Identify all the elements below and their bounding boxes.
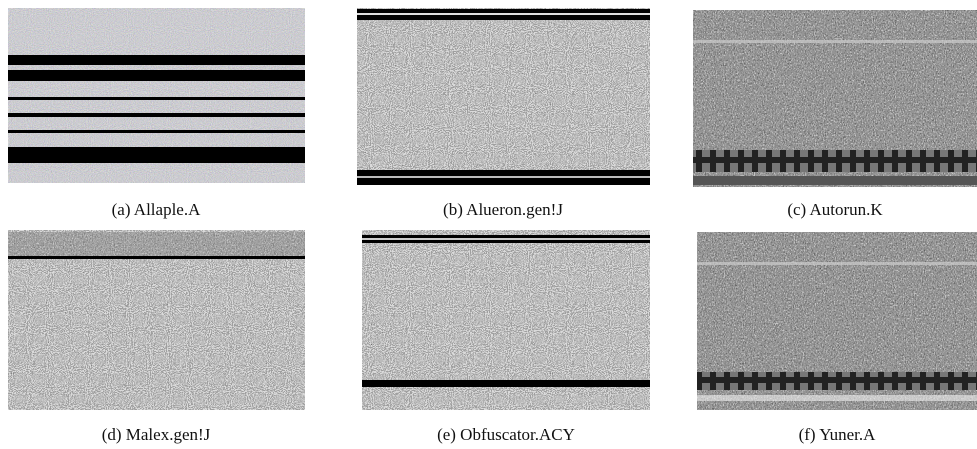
malware-image <box>697 232 977 410</box>
caption: (b) Alueron.gen!J <box>443 200 563 219</box>
caption: (c) Autorun.K <box>787 200 883 219</box>
caption: (e) Obfuscator.ACY <box>437 425 575 444</box>
figure: (a) Allaple.A (b) Alueron.gen!J (c) Auto… <box>0 0 977 449</box>
malware-image <box>8 8 305 183</box>
caption: (d) Malex.gen!J <box>102 425 211 444</box>
figure-canvas: (a) Allaple.A (b) Alueron.gen!J (c) Auto… <box>0 0 977 449</box>
malware-image <box>8 230 305 410</box>
caption: (a) Allaple.A <box>112 200 201 219</box>
malware-image <box>362 230 650 410</box>
caption: (f) Yuner.A <box>799 425 877 444</box>
malware-image <box>357 8 650 185</box>
malware-image <box>693 10 977 187</box>
